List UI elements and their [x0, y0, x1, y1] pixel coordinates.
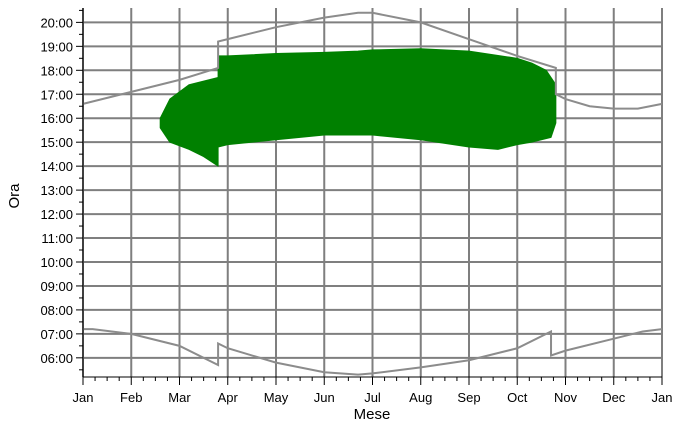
y-tick-label: 09:00: [40, 279, 73, 294]
x-tick-label: Aug: [409, 390, 432, 405]
x-tick-label: Dec: [602, 390, 626, 405]
y-ticks: 06:00 07:00 08:00 09:00 10:00 11:00 12:00 13:00…: [40, 9, 83, 371]
daylight-area: [159, 48, 557, 167]
x-tick-label: Oct: [507, 390, 528, 405]
sunrise-line: [83, 328, 663, 376]
y-tick-label: 11:00: [41, 231, 73, 246]
x-tick-label: Mar: [168, 390, 191, 405]
y-tick-label: 07:00: [40, 327, 73, 342]
y-tick-label: 20:00: [40, 15, 73, 30]
sunset-line: [82, 11, 663, 110]
x-tick-label: Jun: [314, 390, 335, 405]
area-layer: [159, 48, 557, 167]
y-axis-title: Ora: [6, 183, 23, 209]
x-tick-label: Jan: [73, 390, 94, 405]
y-tick-label: 13:00: [40, 183, 73, 198]
x-tick-label: Apr: [218, 390, 239, 405]
x-axis-title: Mese: [354, 406, 391, 423]
x-tick-label: Jan: [652, 390, 673, 405]
x-tick-label: Sep: [457, 390, 480, 405]
x-ticks: Jan Feb Mar Apr May Jun Jul Aug Sep Oct Nov Dec Jan: [73, 377, 673, 405]
y-tick-label: 14:00: [40, 159, 73, 174]
x-tick-label: Nov: [554, 390, 578, 405]
y-tick-label: 19:00: [40, 39, 73, 54]
y-tick-label: 12:00: [40, 207, 73, 222]
y-tick-label: 15:00: [40, 135, 73, 150]
line-layer: [82, 11, 663, 376]
y-tick-label: 18:00: [40, 63, 73, 78]
x-tick-label: May: [264, 390, 289, 405]
x-tick-label: Feb: [120, 390, 142, 405]
y-tick-label: 06:00: [40, 351, 73, 366]
y-tick-label: 10:00: [40, 255, 73, 270]
x-tick-label: Jul: [364, 390, 381, 405]
y-tick-label: 08:00: [40, 303, 73, 318]
y-tick-label: 16:00: [40, 111, 73, 126]
y-tick-label: 17:00: [40, 87, 73, 102]
